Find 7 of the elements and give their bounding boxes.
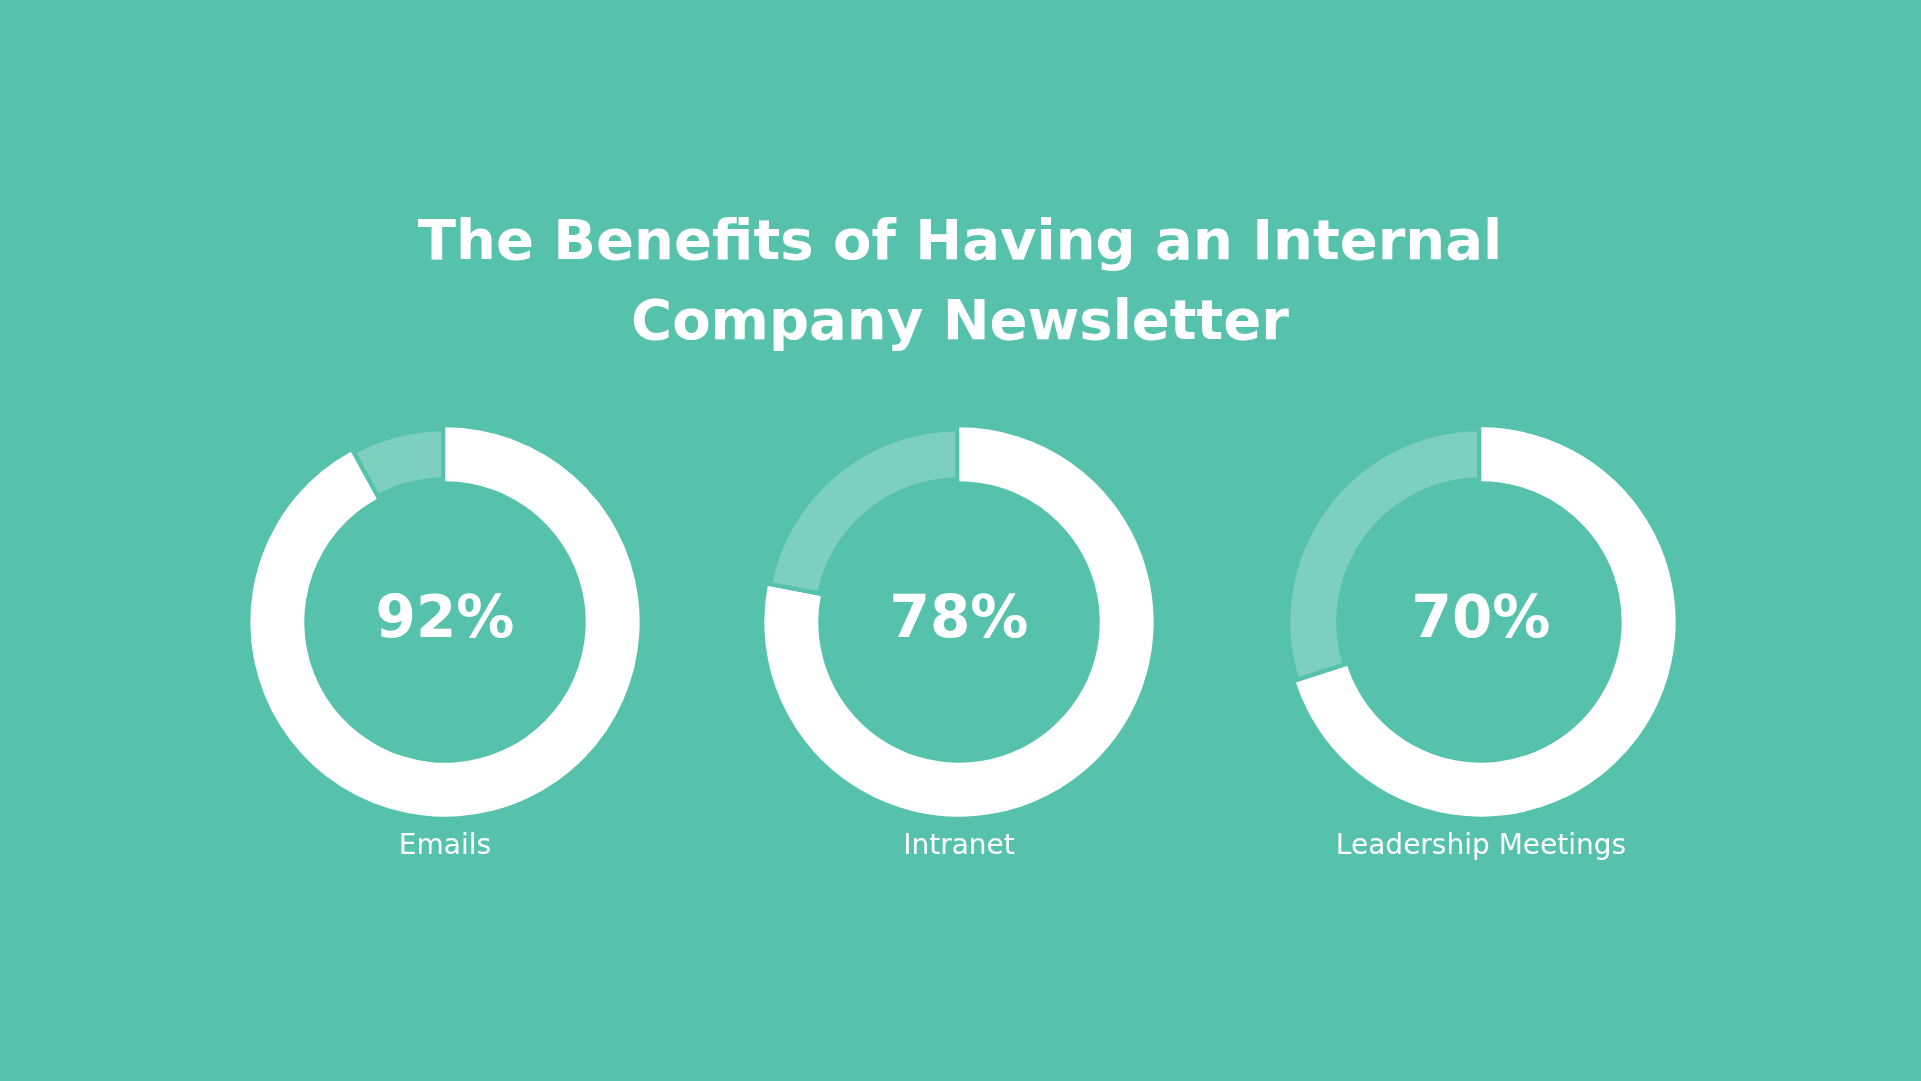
data-label: 78% (889, 583, 1029, 652)
text: Emails (397, 828, 493, 861)
text: Leadership Meetings (1334, 828, 1628, 861)
text: The Benefits of Having an Internal Company Newsletter (416, 206, 1504, 354)
data-label: 70% (1411, 583, 1551, 652)
text: Intranet (902, 828, 1016, 861)
data-label: 92% (375, 583, 515, 652)
